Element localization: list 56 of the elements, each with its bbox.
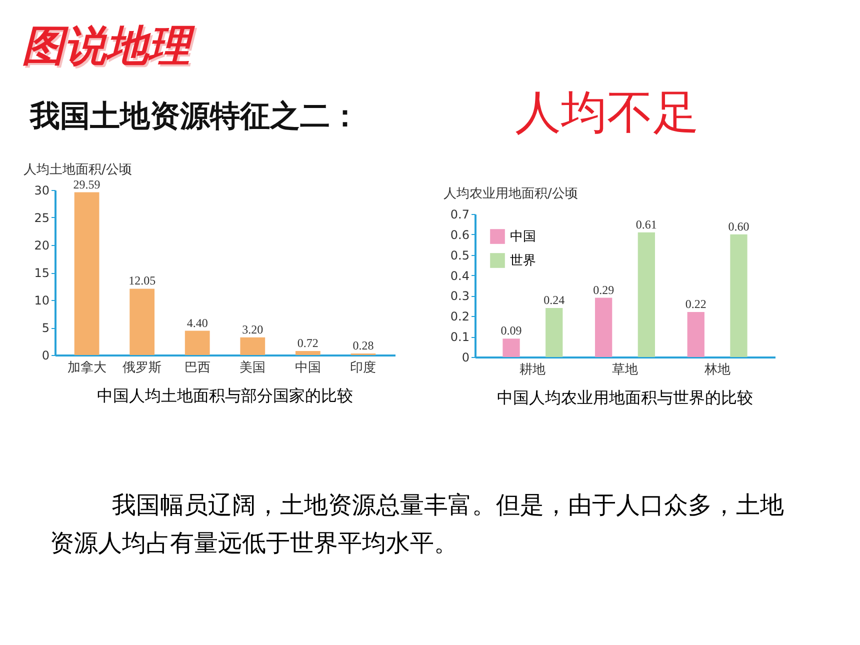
- x-tick-label: 俄罗斯: [122, 360, 162, 376]
- bar: [502, 338, 520, 357]
- y-tick-label: 25: [34, 211, 50, 225]
- text: 人均不足: [515, 84, 699, 141]
- y-tick-label: 0: [42, 348, 50, 362]
- data-label: 0.60: [728, 219, 750, 234]
- legend-label: 世界: [510, 254, 536, 268]
- y-tick-label: 0.3: [450, 289, 470, 304]
- bar: [74, 192, 100, 355]
- x-tick-label: 林地: [703, 362, 730, 378]
- y-tick-label: 10: [34, 294, 50, 308]
- bar: [730, 234, 748, 357]
- data-label: 4.40: [186, 316, 208, 330]
- data-label: 0.61: [636, 217, 657, 232]
- y-axis-title: 人均农业用地面积/公顷: [444, 186, 578, 202]
- text: 中国人均土地面积与部分国家的比较: [97, 386, 353, 405]
- bar: [687, 312, 704, 357]
- y-tick-label: 0.1: [450, 330, 470, 344]
- data-label: 0.22: [685, 297, 706, 312]
- y-tick-label: 0.2: [450, 310, 470, 324]
- x-tick-label: 巴西: [184, 360, 210, 376]
- bar: [240, 337, 266, 355]
- y-tick-label: 0.4: [450, 268, 470, 283]
- bar: [184, 330, 210, 355]
- y-tick-label: 0.5: [450, 248, 470, 262]
- x-tick-label: 加拿大: [67, 360, 106, 376]
- bar: [595, 298, 612, 357]
- y-tick-label: 0.7: [450, 208, 470, 222]
- bar: [638, 232, 655, 357]
- text: 中国人均农业用地面积与世界的比较: [497, 388, 753, 407]
- data-label: 3.20: [242, 322, 264, 336]
- x-tick-label: 耕地: [520, 362, 546, 378]
- x-tick-label: 美国: [240, 360, 266, 376]
- y-tick-label: 15: [34, 266, 50, 280]
- data-label: 0.72: [297, 336, 318, 350]
- y-tick-label: 0: [462, 350, 470, 364]
- data-label: 12.05: [128, 274, 156, 288]
- legend-label: 中国: [510, 230, 536, 244]
- data-label: 0.29: [593, 282, 614, 297]
- data-label: 0.24: [544, 292, 565, 307]
- x-tick-label: 草地: [612, 362, 638, 378]
- text: 我国土地资源特征之二：: [30, 98, 360, 136]
- bar: [546, 308, 563, 357]
- y-tick-label: 20: [34, 238, 50, 252]
- y-tick-label: 5: [42, 321, 50, 335]
- bar: [295, 351, 320, 355]
- y-tick-label: 0.6: [450, 228, 470, 242]
- y-tick-label: 30: [34, 184, 50, 198]
- data-label: 0.28: [352, 338, 374, 352]
- x-tick-label: 印度: [350, 360, 376, 376]
- data-label: 29.59: [73, 177, 100, 192]
- text: 我国幅员辽阔，土地资源总量丰富。但是，由于人口众多，土地资源人均占有量远低于世界平均水平。: [50, 490, 785, 559]
- x-tick-label: 中国: [294, 360, 321, 376]
- y-axis-title: 人均土地面积/公顷: [24, 162, 132, 178]
- data-label: 0.09: [500, 324, 522, 338]
- bar: [130, 288, 155, 355]
